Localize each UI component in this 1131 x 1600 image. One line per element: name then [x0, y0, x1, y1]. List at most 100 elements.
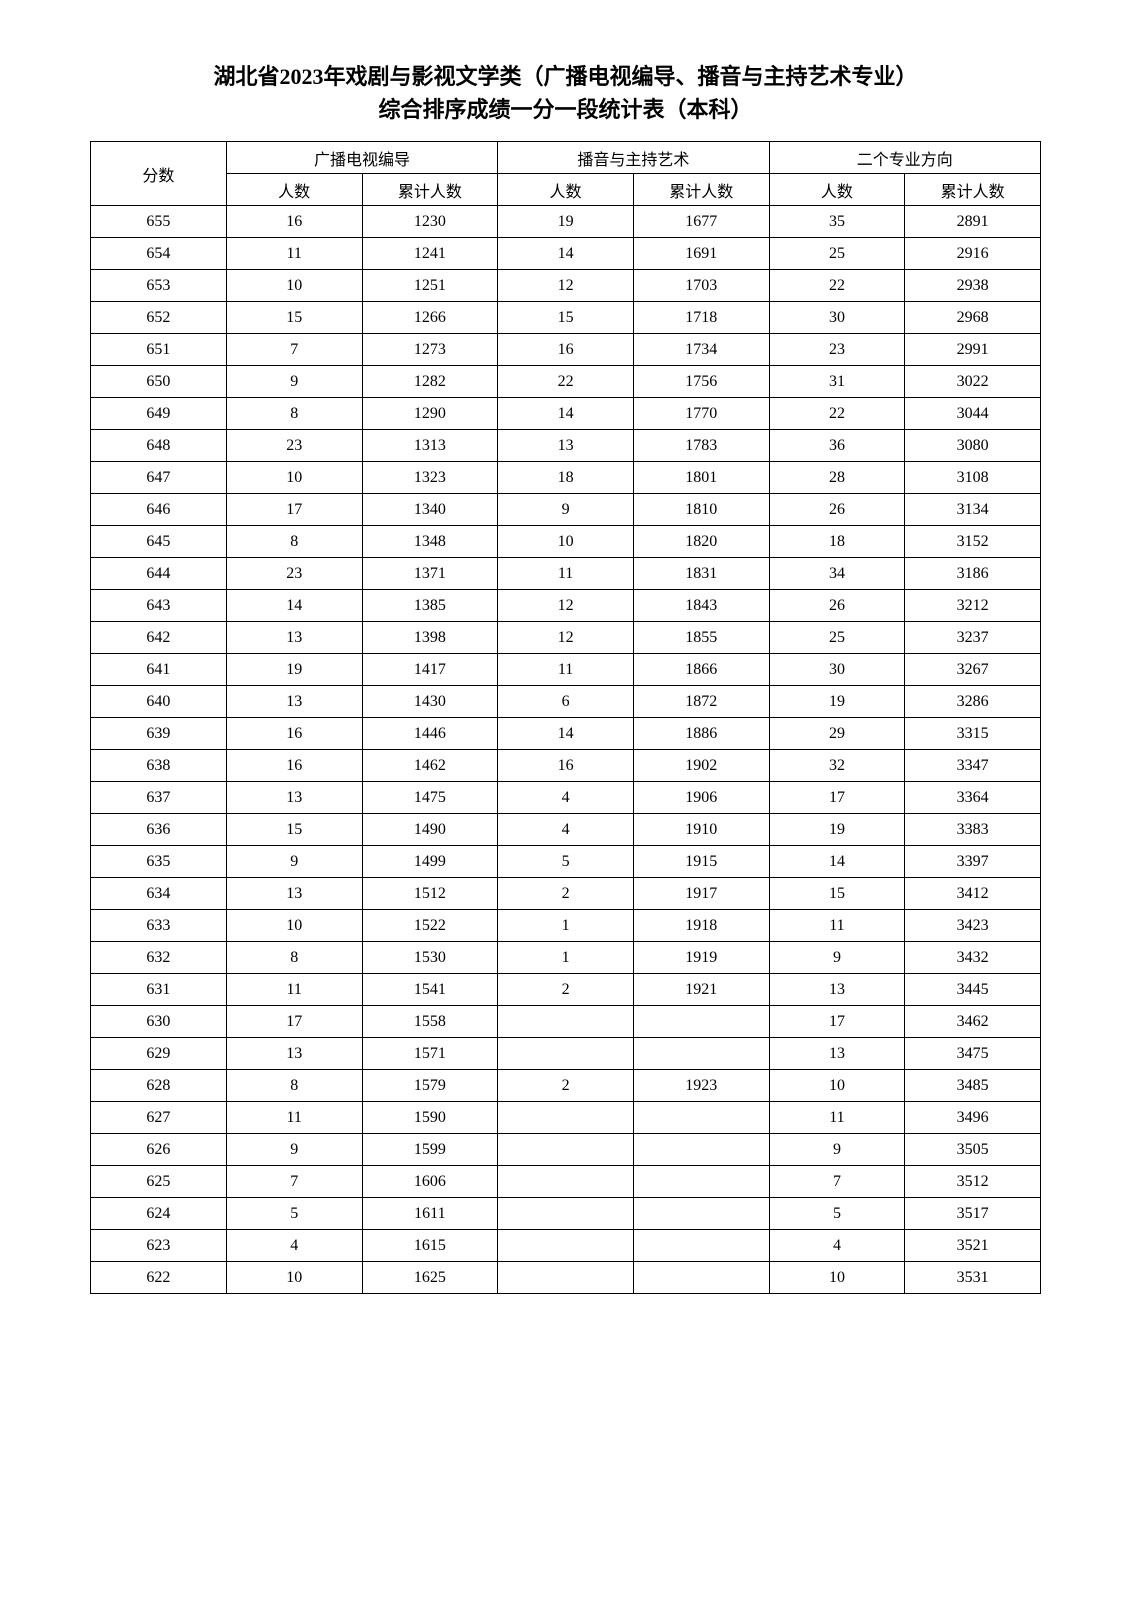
cell-count-2: 12 — [498, 270, 634, 302]
cell-cumulative-3: 3080 — [905, 430, 1041, 462]
table-row: 6288157921923103485 — [91, 1070, 1041, 1102]
cell-cumulative-1: 1571 — [362, 1038, 498, 1070]
cell-count-2 — [498, 1038, 634, 1070]
cell-cumulative-1: 1313 — [362, 430, 498, 462]
cell-count-1: 9 — [226, 846, 362, 878]
cell-cumulative-1: 1590 — [362, 1102, 498, 1134]
cell-score: 644 — [91, 558, 227, 590]
cell-cumulative-3: 3531 — [905, 1262, 1041, 1294]
cell-cumulative-2: 1843 — [633, 590, 769, 622]
cell-cumulative-3: 2916 — [905, 238, 1041, 270]
cell-score: 627 — [91, 1102, 227, 1134]
cell-score: 641 — [91, 654, 227, 686]
cell-cumulative-1: 1430 — [362, 686, 498, 718]
cell-count-1: 11 — [226, 238, 362, 270]
cell-cumulative-1: 1522 — [362, 910, 498, 942]
table-row: 63111154121921133445 — [91, 974, 1041, 1006]
table-row: 632815301191993432 — [91, 942, 1041, 974]
table-row: 6269159993505 — [91, 1134, 1041, 1166]
cell-cumulative-1: 1625 — [362, 1262, 498, 1294]
cell-score: 635 — [91, 846, 227, 878]
cell-count-3: 25 — [769, 622, 905, 654]
cell-cumulative-2 — [633, 1166, 769, 1198]
table-row: 654111241141691252916 — [91, 238, 1041, 270]
table-row: 63413151221917153412 — [91, 878, 1041, 910]
cell-score: 645 — [91, 526, 227, 558]
table-header: 分数 广播电视编导 播音与主持艺术 二个专业方向 人数 累计人数 人数 累计人数… — [91, 142, 1041, 206]
cell-cumulative-3: 3383 — [905, 814, 1041, 846]
cell-score: 634 — [91, 878, 227, 910]
table-row: 64981290141770223044 — [91, 398, 1041, 430]
cell-score: 633 — [91, 910, 227, 942]
cell-cumulative-2 — [633, 1134, 769, 1166]
cell-count-2: 15 — [498, 302, 634, 334]
cell-cumulative-1: 1530 — [362, 942, 498, 974]
table-row: 63310152211918113423 — [91, 910, 1041, 942]
cell-count-1: 16 — [226, 750, 362, 782]
title-line-1: 湖北省2023年戏剧与影视文学类（广播电视编导、播音与主持艺术专业） — [90, 60, 1041, 93]
cell-cumulative-3: 2938 — [905, 270, 1041, 302]
table-row: 627111590113496 — [91, 1102, 1041, 1134]
cell-cumulative-1: 1273 — [362, 334, 498, 366]
cell-score: 653 — [91, 270, 227, 302]
cell-cumulative-1: 1371 — [362, 558, 498, 590]
table-row: 6359149951915143397 — [91, 846, 1041, 878]
header-count-3: 人数 — [769, 174, 905, 206]
cell-count-1: 23 — [226, 430, 362, 462]
cell-cumulative-2 — [633, 1198, 769, 1230]
header-row-1: 分数 广播电视编导 播音与主持艺术 二个专业方向 — [91, 142, 1041, 174]
cell-score: 646 — [91, 494, 227, 526]
cell-cumulative-3: 3445 — [905, 974, 1041, 1006]
cell-count-2: 11 — [498, 558, 634, 590]
cell-count-2: 5 — [498, 846, 634, 878]
table-row: 63713147541906173364 — [91, 782, 1041, 814]
cell-count-2 — [498, 1102, 634, 1134]
table-body: 6551612301916773528916541112411416912529… — [91, 206, 1041, 1294]
cell-count-3: 17 — [769, 1006, 905, 1038]
cell-count-1: 8 — [226, 942, 362, 974]
table-row: 647101323181801283108 — [91, 462, 1041, 494]
cell-cumulative-3: 3432 — [905, 942, 1041, 974]
table-row: 652151266151718302968 — [91, 302, 1041, 334]
table-row: 641191417111866303267 — [91, 654, 1041, 686]
cell-count-2: 16 — [498, 750, 634, 782]
cell-cumulative-2: 1906 — [633, 782, 769, 814]
table-row: 6245161153517 — [91, 1198, 1041, 1230]
cell-count-3: 22 — [769, 270, 905, 302]
cell-score: 624 — [91, 1198, 227, 1230]
cell-cumulative-3: 3517 — [905, 1198, 1041, 1230]
table-row: 638161462161902323347 — [91, 750, 1041, 782]
cell-score: 623 — [91, 1230, 227, 1262]
cell-cumulative-2: 1902 — [633, 750, 769, 782]
cell-count-3: 30 — [769, 654, 905, 686]
cell-cumulative-1: 1282 — [362, 366, 498, 398]
cell-score: 651 — [91, 334, 227, 366]
cell-score: 655 — [91, 206, 227, 238]
cell-count-3: 9 — [769, 942, 905, 974]
cell-cumulative-3: 3267 — [905, 654, 1041, 686]
cell-score: 648 — [91, 430, 227, 462]
cell-count-1: 16 — [226, 718, 362, 750]
cell-count-3: 4 — [769, 1230, 905, 1262]
cell-cumulative-3: 3315 — [905, 718, 1041, 750]
cell-count-3: 14 — [769, 846, 905, 878]
cell-count-1: 17 — [226, 494, 362, 526]
cell-count-2: 6 — [498, 686, 634, 718]
cell-cumulative-3: 3505 — [905, 1134, 1041, 1166]
cell-count-3: 17 — [769, 782, 905, 814]
header-group-1: 广播电视编导 — [226, 142, 497, 174]
table-row: 630171558173462 — [91, 1006, 1041, 1038]
cell-cumulative-2: 1703 — [633, 270, 769, 302]
cell-cumulative-3: 3364 — [905, 782, 1041, 814]
cell-cumulative-3: 3462 — [905, 1006, 1041, 1038]
table-row: 64013143061872193286 — [91, 686, 1041, 718]
cell-cumulative-2: 1810 — [633, 494, 769, 526]
cell-cumulative-3: 3152 — [905, 526, 1041, 558]
cell-score: 650 — [91, 366, 227, 398]
cell-cumulative-1: 1606 — [362, 1166, 498, 1198]
cell-score: 628 — [91, 1070, 227, 1102]
table-row: 63615149041910193383 — [91, 814, 1041, 846]
table-row: 6257160673512 — [91, 1166, 1041, 1198]
cell-count-3: 26 — [769, 494, 905, 526]
cell-count-1: 10 — [226, 910, 362, 942]
